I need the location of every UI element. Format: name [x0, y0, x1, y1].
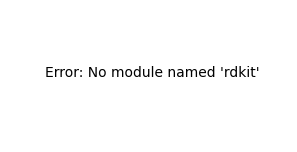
Text: Error: No module named 'rdkit': Error: No module named 'rdkit': [45, 66, 260, 80]
